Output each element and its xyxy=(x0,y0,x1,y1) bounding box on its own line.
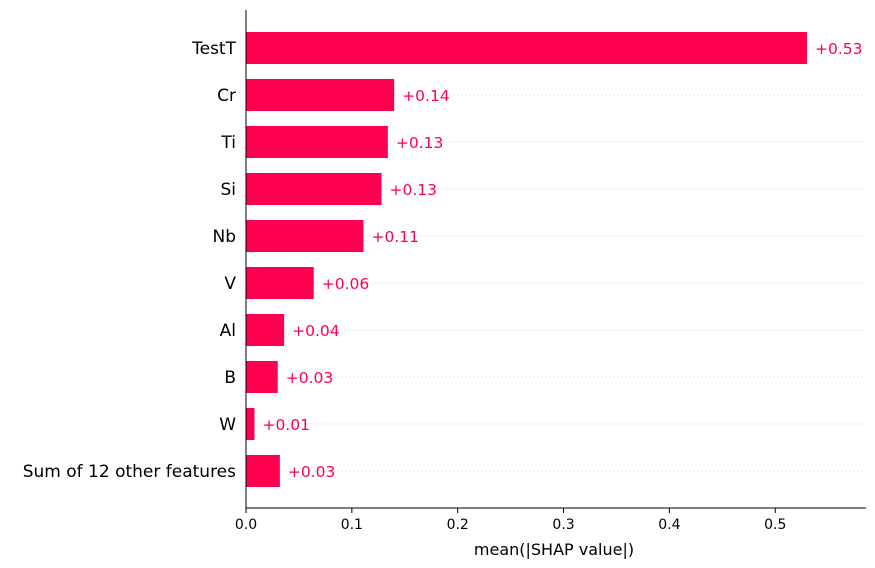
category-label: Ti xyxy=(220,133,236,153)
bar-b xyxy=(246,361,278,393)
x-tick-label: 0.1 xyxy=(341,517,363,533)
category-label: Cr xyxy=(217,86,236,106)
category-label: Al xyxy=(220,321,236,341)
value-label: +0.14 xyxy=(402,87,450,105)
bar-w xyxy=(246,408,255,440)
value-label: +0.06 xyxy=(322,275,370,293)
value-label: +0.03 xyxy=(286,369,334,387)
bar-cr xyxy=(246,79,395,111)
x-tick-label: 0.0 xyxy=(235,517,257,533)
category-label: Si xyxy=(220,180,236,200)
x-tick-label: 0.5 xyxy=(764,517,786,533)
bar-nb xyxy=(246,220,364,252)
category-label: B xyxy=(224,368,236,388)
category-label: TestT xyxy=(191,39,236,59)
bar-testt xyxy=(246,32,807,64)
category-label: V xyxy=(224,274,236,294)
category-labels: TestT Cr Ti Si Nb V Al B W Sum of 12 other featur… xyxy=(23,39,237,482)
value-label: +0.13 xyxy=(396,134,444,152)
category-label: W xyxy=(219,415,236,435)
category-label: Sum of 12 other features xyxy=(23,462,236,482)
bar-ti xyxy=(246,126,388,158)
value-label: +0.01 xyxy=(262,416,310,434)
x-ticks: 0.0 0.1 0.2 0.3 0.4 0.5 xyxy=(235,508,786,533)
x-tick-label: 0.3 xyxy=(552,517,574,533)
bar-sum-of-12-other-features xyxy=(246,455,280,487)
bar-si xyxy=(246,173,382,205)
bar-v xyxy=(246,267,314,299)
x-tick-label: 0.2 xyxy=(447,517,469,533)
x-tick-label: 0.4 xyxy=(658,517,680,533)
value-label: +0.53 xyxy=(815,40,863,58)
value-labels: +0.53 +0.14 +0.13 +0.13 +0.11 +0.06 +0.04 +0.03… xyxy=(262,40,862,481)
value-label: +0.03 xyxy=(288,463,336,481)
bar-al xyxy=(246,314,285,346)
x-axis-title: mean(|SHAP value|) xyxy=(474,540,634,559)
value-label: +0.04 xyxy=(292,322,340,340)
category-label: Nb xyxy=(212,227,236,247)
value-label: +0.13 xyxy=(389,181,437,199)
row-guides xyxy=(246,47,866,472)
bars xyxy=(246,32,807,487)
value-label: +0.11 xyxy=(371,228,419,246)
